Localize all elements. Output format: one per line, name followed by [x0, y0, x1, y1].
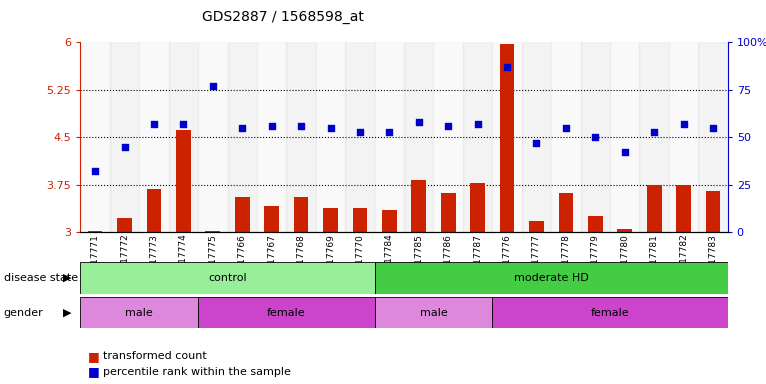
Text: control: control [208, 273, 247, 283]
Point [236, 125, 248, 131]
Bar [375, 297, 493, 328]
Point [295, 123, 307, 129]
Bar [441, 193, 456, 232]
Bar [647, 185, 662, 232]
Point [177, 121, 189, 127]
Bar [286, 42, 316, 232]
Text: female: female [267, 308, 306, 318]
Point [148, 121, 160, 127]
Bar [434, 42, 463, 232]
Point [707, 125, 719, 131]
Bar [588, 217, 603, 232]
Text: female: female [591, 308, 630, 318]
Bar [198, 42, 228, 232]
Bar [293, 197, 309, 232]
Bar [169, 42, 198, 232]
Bar [493, 42, 522, 232]
Point [472, 121, 484, 127]
Bar [499, 43, 515, 232]
Bar [640, 42, 669, 232]
Point [413, 119, 425, 125]
Bar [264, 206, 279, 232]
Text: ■: ■ [88, 365, 100, 378]
Bar [610, 42, 640, 232]
Bar [493, 297, 728, 328]
Bar [257, 42, 286, 232]
Point [530, 140, 542, 146]
Bar [80, 262, 375, 294]
Text: disease state: disease state [4, 273, 78, 283]
Text: transformed count: transformed count [103, 351, 207, 361]
Bar [139, 42, 169, 232]
Bar [88, 231, 103, 232]
Point [442, 123, 454, 129]
Bar [375, 262, 728, 294]
Text: percentile rank within the sample: percentile rank within the sample [103, 367, 291, 377]
Bar [80, 297, 198, 328]
Point [648, 129, 660, 135]
Bar [699, 42, 728, 232]
Bar [411, 180, 426, 232]
Bar [146, 189, 162, 232]
Text: ▶: ▶ [63, 308, 72, 318]
Bar [470, 183, 485, 232]
Bar [552, 42, 581, 232]
Bar [463, 42, 493, 232]
Bar [80, 42, 110, 232]
Bar [522, 42, 552, 232]
Bar [235, 197, 250, 232]
Bar [198, 297, 375, 328]
Bar [529, 221, 544, 232]
Bar [404, 42, 434, 232]
Bar [323, 208, 338, 232]
Point [589, 134, 601, 141]
Point [89, 169, 101, 175]
Text: gender: gender [4, 308, 44, 318]
Text: GDS2887 / 1568598_at: GDS2887 / 1568598_at [202, 10, 365, 23]
Bar [669, 42, 699, 232]
Point [119, 144, 131, 150]
Point [677, 121, 689, 127]
Point [354, 129, 366, 135]
Bar [117, 218, 132, 232]
Bar [176, 130, 191, 232]
Bar [316, 42, 345, 232]
Point [207, 83, 219, 89]
Bar [382, 210, 397, 232]
Text: ▶: ▶ [63, 273, 72, 283]
Text: ■: ■ [88, 350, 100, 363]
Text: male: male [420, 308, 447, 318]
Bar [617, 229, 632, 232]
Point [501, 64, 513, 70]
Bar [676, 185, 691, 232]
Bar [352, 208, 367, 232]
Point [266, 123, 278, 129]
Point [619, 149, 631, 156]
Point [383, 129, 395, 135]
Bar [205, 231, 220, 232]
Bar [228, 42, 257, 232]
Bar [375, 42, 404, 232]
Point [560, 125, 572, 131]
Point [324, 125, 336, 131]
Bar [705, 191, 720, 232]
Bar [110, 42, 139, 232]
Bar [558, 193, 573, 232]
Text: male: male [126, 308, 153, 318]
Bar [345, 42, 375, 232]
Text: moderate HD: moderate HD [514, 273, 588, 283]
Bar [581, 42, 610, 232]
